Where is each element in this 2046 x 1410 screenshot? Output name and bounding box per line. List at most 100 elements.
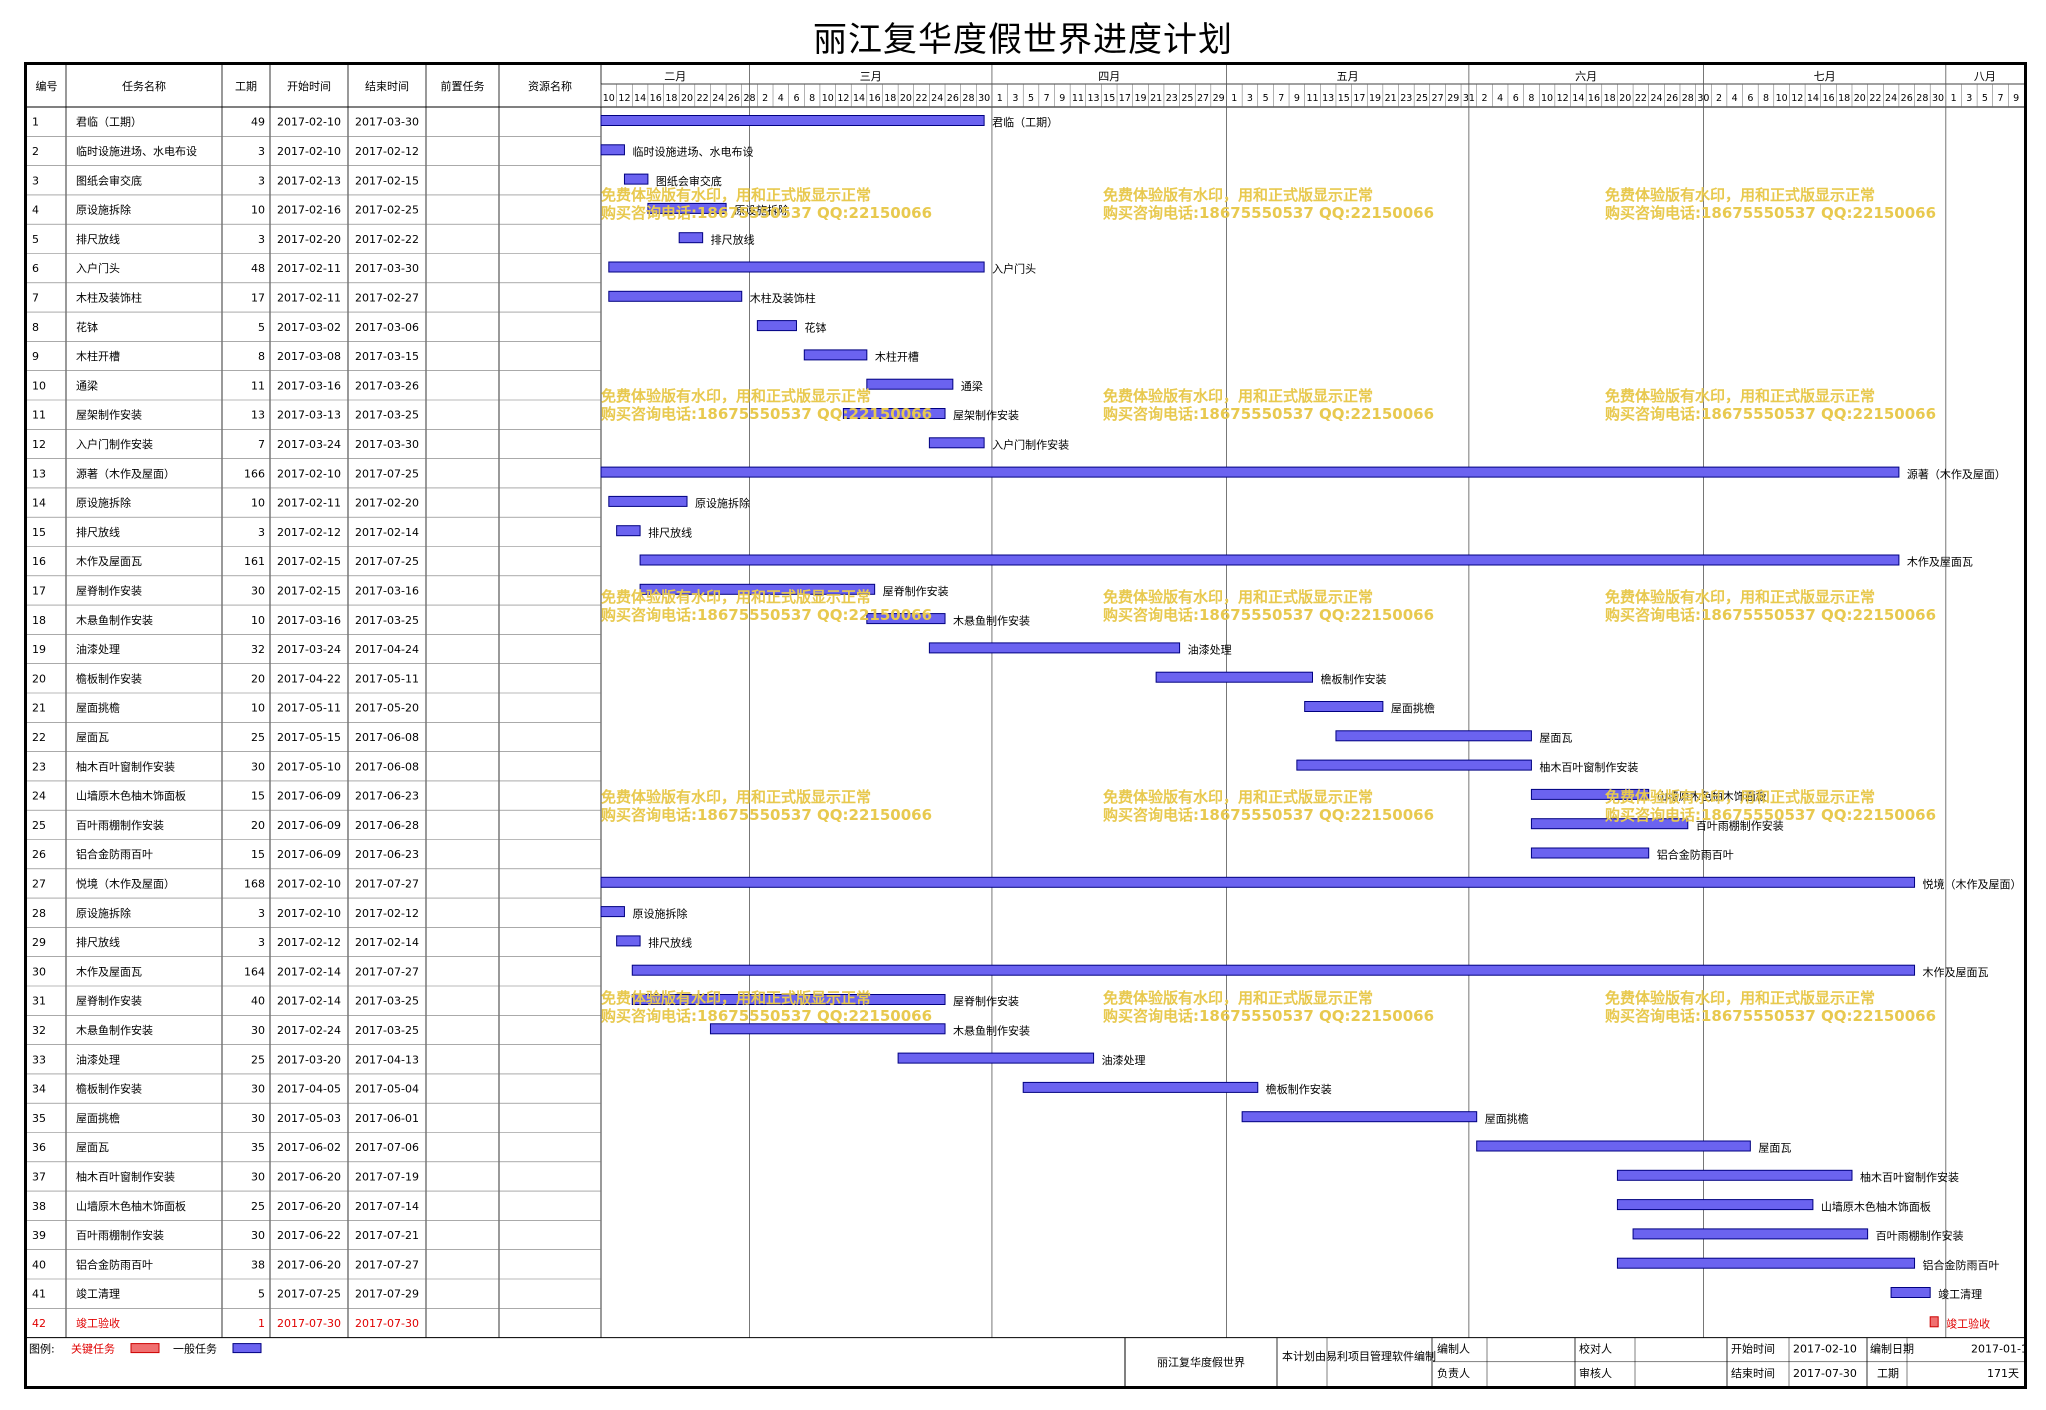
task-name: 屋面瓦 — [76, 731, 109, 744]
task-bar-label: 屋面挑檐 — [1391, 701, 1435, 715]
footer-end-value: 2017-07-30 — [1793, 1367, 1857, 1380]
watermark-line2: 购买咨询电话:18675550537 QQ:22150066 — [601, 806, 932, 824]
task-end: 2017-03-30 — [355, 262, 419, 275]
task-bar — [1616, 1169, 1853, 1181]
task-duration: 17 — [251, 291, 265, 304]
task-id: 32 — [32, 1024, 46, 1037]
day-tick-label: 7 — [1998, 93, 2004, 104]
task-bar-label: 木悬鱼制作安装 — [953, 613, 1030, 627]
page-title: 丽江复华度假世界进度计划 — [813, 20, 1233, 60]
day-tick-label: 22 — [697, 93, 709, 104]
column-header: 开始时间 — [287, 79, 331, 93]
task-bar — [1632, 1228, 1869, 1240]
task-bar-label: 屋脊制作安装 — [953, 994, 1019, 1008]
day-tick-label: 4 — [1497, 93, 1503, 104]
task-name: 山墙原木色柚木饰面板 — [76, 1199, 186, 1213]
day-tick-label: 4 — [1732, 93, 1738, 104]
day-tick-label: 13 — [1322, 93, 1334, 104]
task-id: 37 — [32, 1170, 46, 1183]
task-duration: 25 — [251, 731, 265, 744]
task-end: 2017-02-15 — [355, 174, 419, 187]
task-end: 2017-07-21 — [355, 1229, 419, 1242]
task-bar-label: 山墙原木色柚木饰面板 — [1657, 789, 1767, 803]
task-bar-label: 檐板制作安装 — [1321, 672, 1387, 686]
task-id: 40 — [32, 1258, 46, 1271]
day-tick-label: 3 — [1012, 93, 1018, 104]
task-name: 木柱开槽 — [76, 349, 120, 363]
task-name: 排尺放线 — [76, 935, 120, 949]
day-tick-label: 29 — [1447, 93, 1459, 104]
task-bar — [1476, 1140, 1751, 1152]
day-tick-label: 16 — [1822, 93, 1834, 104]
footer-reviewer-label: 审核人 — [1579, 1366, 1612, 1380]
task-bar — [600, 144, 625, 156]
task-id: 24 — [32, 790, 46, 803]
day-tick-label: 1 — [997, 93, 1003, 104]
task-bar — [631, 964, 1916, 976]
task-bar-label: 木柱及装饰柱 — [750, 291, 816, 305]
task-name: 图纸会审交底 — [76, 173, 142, 187]
day-tick-label: 12 — [837, 93, 849, 104]
task-name: 柚木百叶窗制作安装 — [76, 1169, 175, 1183]
task-name: 百叶雨棚制作安装 — [76, 818, 164, 832]
task-bar-label: 木作及屋面瓦 — [1923, 966, 1989, 979]
day-tick-label: 18 — [1838, 93, 1850, 104]
task-bar — [1335, 730, 1532, 742]
day-tick-label: 12 — [1557, 93, 1569, 104]
task-start: 2017-05-15 — [277, 731, 341, 744]
task-start: 2017-03-24 — [277, 438, 341, 451]
task-start: 2017-02-20 — [277, 233, 341, 246]
task-end: 2017-07-25 — [355, 467, 419, 480]
day-tick-label: 25 — [1416, 93, 1428, 104]
day-tick-label: 30 — [1932, 93, 1944, 104]
watermark-line1: 免费体验版有水印，用和正式版显示正常 — [601, 186, 871, 204]
task-id: 17 — [32, 584, 46, 597]
footer-duration-value: 171天 — [1987, 1367, 2019, 1380]
task-duration: 3 — [258, 907, 265, 920]
task-end: 2017-07-19 — [355, 1170, 419, 1183]
footer-responsible-label: 负责人 — [1437, 1366, 1470, 1380]
day-tick-label: 31 — [1463, 93, 1475, 104]
day-tick-label: 16 — [1588, 93, 1600, 104]
task-name: 临时设施进场、水电布设 — [76, 144, 197, 158]
task-start: 2017-02-11 — [277, 497, 341, 510]
task-start: 2017-03-08 — [277, 350, 341, 363]
task-duration: 8 — [258, 350, 265, 363]
task-duration: 15 — [251, 848, 265, 861]
footer-start-label: 开始时间 — [1731, 1342, 1775, 1356]
task-id: 10 — [32, 379, 46, 392]
legend-normal-swatch — [232, 1343, 262, 1354]
task-id: 6 — [32, 262, 39, 275]
task-end: 2017-07-30 — [355, 1317, 419, 1330]
legend-normal-label: 一般任务 — [173, 1343, 217, 1356]
watermark-line1: 免费体验版有水印，用和正式版显示正常 — [1103, 588, 1373, 606]
column-header: 前置任务 — [441, 79, 485, 93]
month-label: 八月 — [1974, 70, 1996, 83]
day-tick-label: 28 — [1916, 93, 1928, 104]
month-label: 三月 — [860, 70, 882, 83]
task-bar-label: 源著（木作及屋面） — [1907, 467, 2006, 481]
task-start: 2017-02-24 — [277, 1024, 341, 1037]
month-label: 二月 — [664, 70, 686, 83]
day-tick-label: 11 — [1072, 93, 1084, 104]
task-duration: 168 — [244, 877, 265, 890]
task-id: 41 — [32, 1288, 46, 1301]
task-end: 2017-03-15 — [355, 350, 419, 363]
task-end: 2017-02-27 — [355, 291, 419, 304]
task-bar — [866, 378, 954, 390]
task-bar-label: 木悬鱼制作安装 — [953, 1023, 1030, 1037]
task-bar-label: 铝合金防雨百叶 — [1657, 848, 1734, 862]
task-id: 34 — [32, 1083, 46, 1096]
task-bar-label: 图纸会审交底 — [656, 174, 722, 188]
task-duration: 30 — [251, 1170, 265, 1183]
task-bar — [678, 232, 704, 244]
day-tick-label: 13 — [1088, 93, 1100, 104]
task-end: 2017-03-26 — [355, 379, 419, 392]
task-duration: 161 — [244, 555, 265, 568]
day-tick-label: 10 — [822, 93, 834, 104]
task-start: 2017-03-24 — [277, 643, 341, 656]
day-tick-label: 9 — [1294, 93, 1300, 104]
task-bar — [1530, 818, 1689, 830]
day-tick-label: 20 — [900, 93, 912, 104]
task-end: 2017-06-23 — [355, 790, 419, 803]
